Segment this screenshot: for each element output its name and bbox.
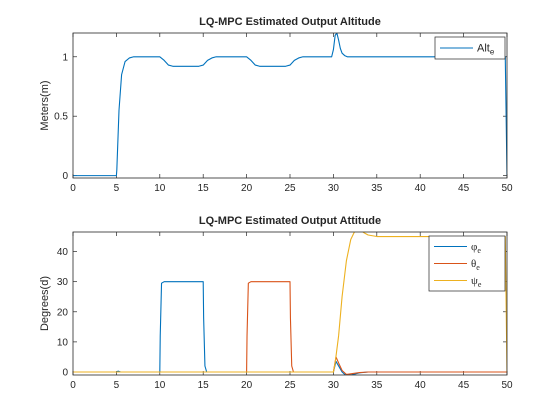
x-tick-label: 30 [328, 183, 340, 194]
x-tick-label: 0 [70, 380, 76, 391]
x-tick-label: 35 [371, 183, 383, 194]
x-tick-label: 45 [458, 380, 470, 391]
altitude-chart: LQ-MPC Estimated Output Altitude 0 5 10 15 2… [39, 16, 513, 194]
altitude-ticks: 0 5 10 15 20 25 30 35 40 45 50 0 0.5 1 [54, 33, 513, 194]
x-tick-label: 50 [501, 380, 513, 391]
attitude-ticks: 0 5 10 15 20 25 30 35 40 45 50 0 10 20 30 40 [57, 232, 513, 391]
altitude-axes-box [72, 32, 508, 179]
x-tick-label: 10 [154, 380, 166, 391]
y-tick-label: 1 [62, 52, 68, 63]
y-tick-label: 0 [62, 367, 68, 378]
x-tick-label: 35 [371, 380, 383, 391]
altitude-y-axis-label: Meters(m) [39, 80, 51, 130]
y-tick-label: 10 [57, 337, 69, 348]
x-tick-label: 25 [284, 183, 296, 194]
altitude-chart-title: LQ-MPC Estimated Output Altitude [199, 16, 381, 28]
x-tick-label: 10 [154, 183, 166, 194]
x-tick-label: 15 [198, 183, 210, 194]
x-tick-label: 40 [415, 183, 427, 194]
series-line-1 [73, 33, 507, 177]
x-tick-label: 50 [501, 183, 513, 194]
legend-entry-label: φe [471, 241, 481, 255]
y-tick-label: 20 [57, 307, 69, 318]
attitude-axes-box [72, 231, 508, 376]
x-tick-label: 45 [458, 183, 470, 194]
x-tick-label: 15 [198, 380, 210, 391]
altitude-legend: Alte [434, 36, 506, 60]
attitude-legend: φe θe ψe [428, 235, 506, 292]
y-tick-label: 0 [62, 171, 68, 182]
x-tick-label: 5 [114, 380, 120, 391]
attitude-chart: LQ-MPC Estimated Output Attitude 0 5 10 15 2… [39, 215, 513, 391]
x-tick-label: 25 [284, 380, 296, 391]
y-tick-label: 0.5 [54, 112, 68, 123]
attitude-y-axis-label: Degrees(d) [39, 276, 51, 331]
altitude-series [73, 33, 507, 177]
y-tick-label: 40 [57, 247, 69, 258]
legend-entry-label: θe [471, 258, 480, 272]
x-tick-label: 20 [241, 183, 253, 194]
legend-entry-label: ψe [471, 275, 482, 289]
attitude-chart-title: LQ-MPC Estimated Output Attitude [199, 215, 381, 227]
x-tick-label: 30 [328, 380, 340, 391]
x-tick-label: 0 [70, 183, 76, 194]
y-tick-label: 30 [57, 277, 69, 288]
x-tick-label: 40 [415, 380, 427, 391]
series-line-3 [73, 232, 507, 373]
x-tick-label: 20 [241, 380, 253, 391]
attitude-series [73, 232, 507, 375]
legend-entry-label: Alte [477, 43, 495, 57]
x-tick-label: 5 [114, 183, 120, 194]
